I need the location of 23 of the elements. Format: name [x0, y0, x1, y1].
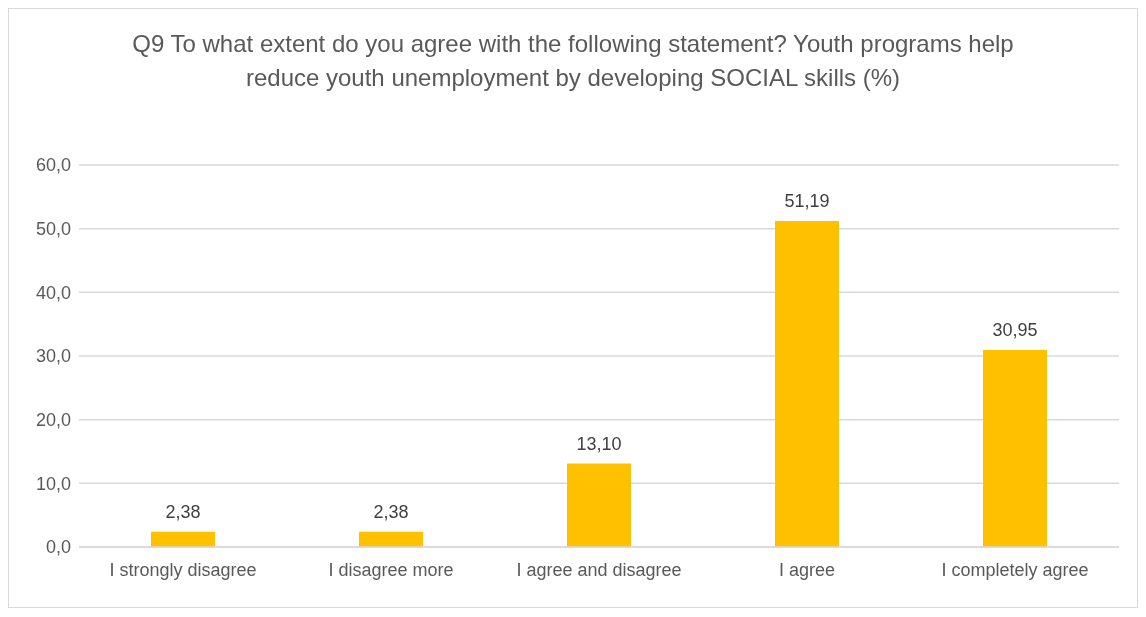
x-tick-label: I disagree more — [328, 559, 454, 580]
y-tick-label: 0,0 — [45, 537, 71, 558]
bar — [983, 349, 1047, 547]
data-label: 30,95 — [992, 319, 1038, 340]
chart-title: Q9 To what extent do you agree with the following statement? Youth programs help reduce youth unemployment by developing SOCIAL skills (%) — [131, 29, 1015, 93]
y-tick-label: 20,0 — [35, 410, 71, 431]
bar — [151, 531, 215, 547]
data-label: 2,38 — [165, 501, 201, 522]
data-label: 2,38 — [373, 501, 409, 522]
y-tick-label: 50,0 — [35, 219, 71, 240]
bar — [359, 531, 423, 547]
x-tick-label: I agree — [778, 559, 836, 580]
y-tick-label: 60,0 — [35, 155, 71, 176]
x-tick-label: I strongly disagree — [109, 559, 257, 580]
data-label: 13,10 — [576, 433, 622, 454]
x-tick-label: I agree and disagree — [516, 559, 682, 580]
data-label: 51,19 — [784, 191, 830, 212]
bar — [567, 463, 631, 547]
y-tick-label: 40,0 — [35, 282, 71, 303]
y-tick-label: 10,0 — [35, 473, 71, 494]
y-tick-label: 30,0 — [35, 346, 71, 367]
bar — [775, 221, 839, 547]
x-tick-label: I completely agree — [941, 559, 1089, 580]
